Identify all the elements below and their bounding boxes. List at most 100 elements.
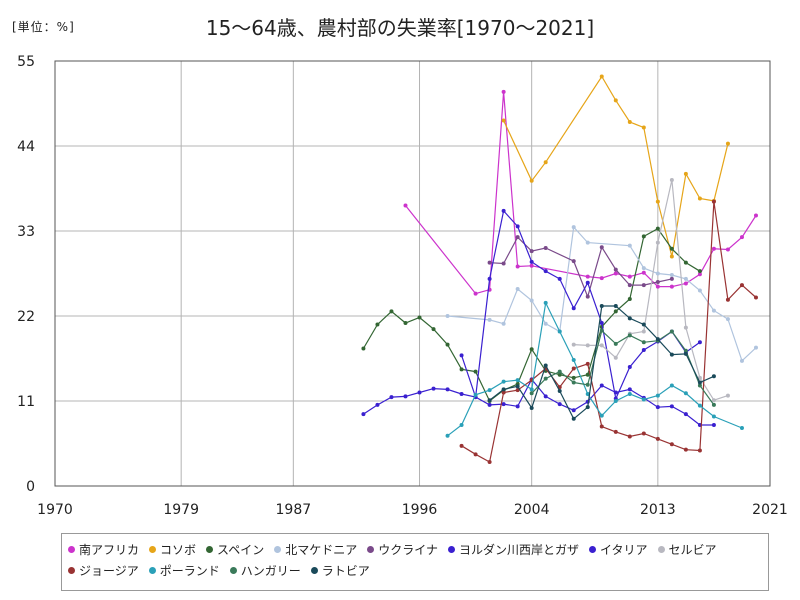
- data-point: [753, 295, 758, 300]
- series-5: [487, 235, 674, 299]
- data-point: [683, 325, 688, 330]
- unit-label: [単位：%]: [12, 20, 75, 34]
- data-point: [613, 355, 618, 360]
- data-point: [459, 367, 464, 372]
- series-line: [461, 201, 757, 463]
- axes: [54, 60, 771, 487]
- data-point: [613, 267, 618, 272]
- legend-marker: [367, 546, 375, 553]
- data-point: [697, 375, 702, 380]
- legend-marker: [589, 546, 596, 553]
- x-tick-label: 1979: [163, 502, 199, 518]
- data-point: [487, 398, 492, 403]
- data-point: [683, 281, 688, 286]
- x-tick-label: 1996: [402, 502, 438, 518]
- data-point: [501, 321, 506, 326]
- data-point: [627, 274, 632, 279]
- data-point: [473, 369, 478, 374]
- data-point: [543, 321, 548, 326]
- data-point: [515, 378, 520, 383]
- data-point: [683, 276, 688, 281]
- data-point: [641, 431, 646, 436]
- data-point: [627, 365, 632, 369]
- data-point: [571, 259, 576, 264]
- legend-item: ラトビア: [310, 560, 370, 581]
- data-point: [501, 402, 506, 407]
- data-point: [753, 345, 758, 350]
- data-point: [669, 383, 674, 388]
- data-point: [571, 306, 576, 311]
- x-tick-label: 2021: [752, 502, 788, 518]
- data-point: [543, 160, 548, 165]
- y-tick-label: 22: [17, 309, 35, 325]
- legend-item: セルビア: [657, 539, 717, 560]
- data-point: [655, 271, 660, 276]
- data-point: [557, 388, 562, 393]
- data-point: [641, 125, 646, 130]
- data-point: [529, 178, 534, 183]
- y-tick-label: 11: [17, 394, 35, 410]
- data-point: [389, 309, 394, 314]
- legend-marker: [657, 546, 665, 553]
- data-point: [711, 398, 716, 403]
- data-point: [669, 284, 674, 289]
- y-tick-label: 0: [26, 479, 35, 495]
- data-point: [361, 412, 366, 417]
- x-tick-label: 2004: [514, 502, 550, 518]
- data-point: [473, 452, 478, 457]
- data-point: [529, 263, 534, 268]
- legend-marker: [68, 567, 75, 574]
- data-point: [515, 388, 520, 393]
- data-point: [655, 436, 660, 441]
- x-tick-label: 1970: [37, 502, 73, 518]
- legend: 南アフリカ コソボ スペイン 北マケドニア ウクライナ ヨルダン川西岸とガザ イタリア セルビ…: [61, 533, 769, 591]
- legend-label: スペイン: [217, 543, 265, 557]
- data-point: [697, 380, 702, 385]
- data-point: [389, 395, 394, 400]
- legend-label: ウクライナ: [378, 543, 438, 557]
- data-point: [725, 247, 730, 252]
- data-point: [683, 348, 688, 353]
- data-point: [697, 448, 702, 453]
- legend-label: ラトビア: [321, 564, 370, 578]
- data-point: [585, 280, 590, 285]
- data-point: [725, 317, 730, 322]
- data-point: [613, 429, 618, 434]
- data-point: [669, 404, 674, 409]
- data-point: [515, 404, 520, 409]
- data-point: [655, 405, 660, 410]
- data-point: [459, 422, 464, 427]
- data-point: [473, 291, 478, 296]
- data-point: [543, 394, 548, 399]
- data-point: [445, 314, 450, 318]
- legend-label: 北マケドニア: [285, 543, 358, 557]
- data-point: [515, 384, 520, 389]
- data-point: [445, 387, 450, 392]
- data-point: [585, 294, 590, 299]
- data-point: [655, 393, 660, 398]
- data-point: [627, 333, 632, 338]
- data-point: [515, 286, 520, 291]
- data-point: [627, 434, 632, 439]
- data-point: [585, 372, 590, 377]
- series-9: [459, 199, 758, 465]
- data-point: [571, 342, 576, 347]
- legend-label: 南アフリカ: [79, 543, 140, 557]
- data-point: [501, 261, 506, 266]
- legend-label: ジョージア: [79, 564, 139, 578]
- data-point: [529, 391, 534, 396]
- data-point: [697, 383, 702, 388]
- data-point: [683, 447, 688, 452]
- data-point: [725, 297, 730, 302]
- chart-title: 15〜64歳、農村部の失業率[1970〜2021]: [205, 16, 595, 40]
- series-6: [459, 208, 702, 401]
- data-point: [487, 276, 492, 281]
- data-point: [697, 269, 702, 274]
- legend-item: ヨルダン川西岸とガザ: [447, 539, 579, 560]
- y-tick-label: 33: [17, 224, 35, 240]
- data-point: [431, 327, 436, 332]
- data-point: [571, 358, 576, 363]
- data-point: [375, 322, 380, 327]
- data-point: [487, 317, 492, 322]
- legend-item: ポーランド: [148, 560, 220, 581]
